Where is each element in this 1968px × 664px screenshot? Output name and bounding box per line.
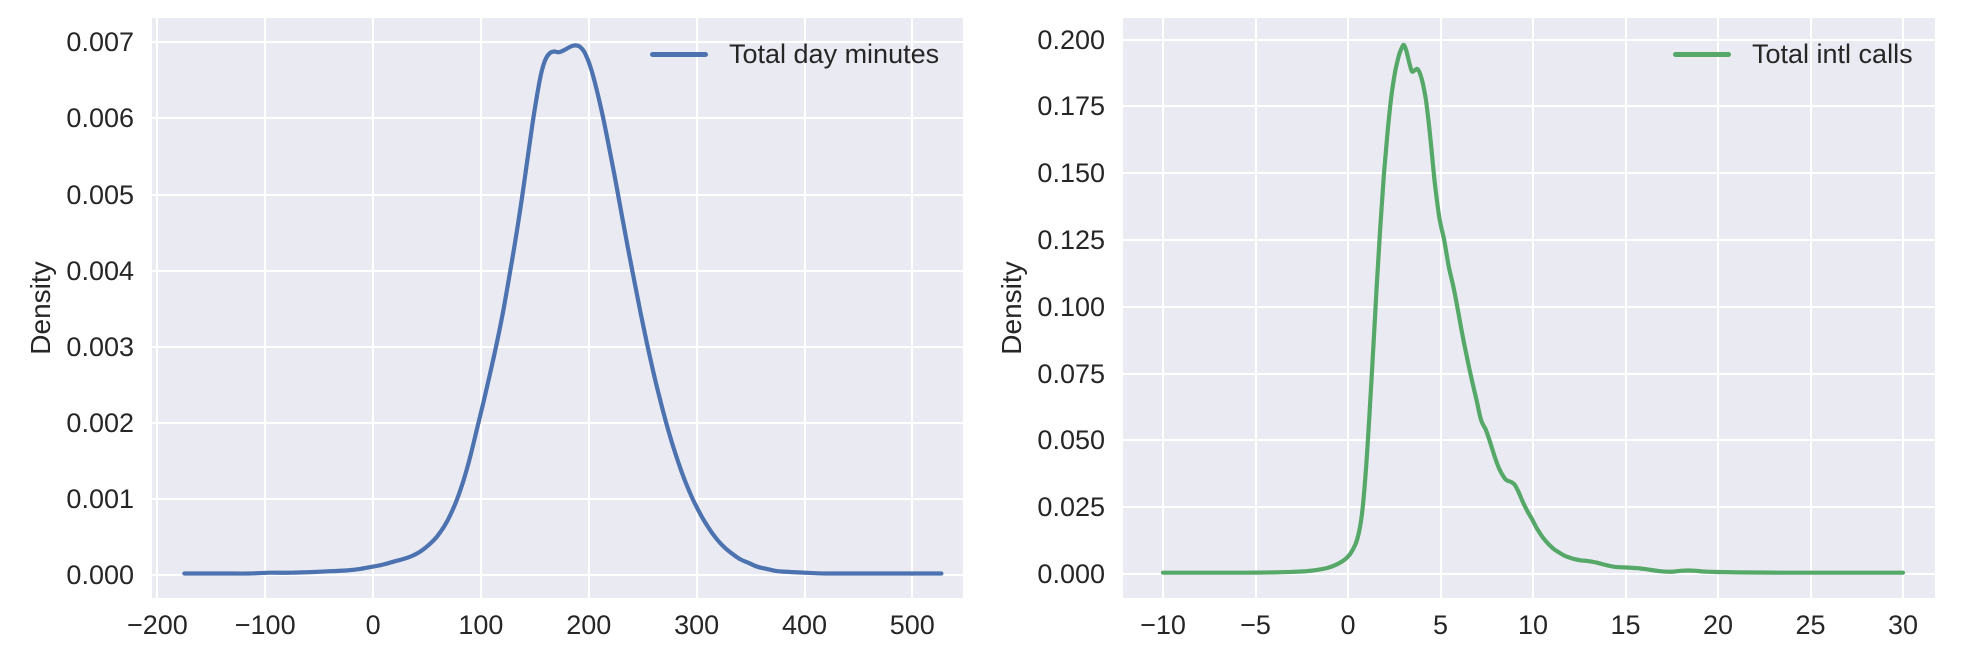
y-tick-label: 0.005	[66, 179, 134, 210]
y-tick-label: 0.050	[1037, 425, 1105, 456]
gridline-vertical	[587, 18, 590, 598]
y-tick-label: 0.003	[66, 331, 134, 362]
x-tick-label: 500	[889, 610, 935, 640]
gridline-horizontal	[152, 269, 963, 272]
y-tick-label: 0.007	[66, 27, 134, 58]
gridline-vertical	[1902, 18, 1904, 598]
gridline-vertical	[1717, 18, 1719, 598]
x-tick-label: 300	[674, 610, 720, 640]
y-tick-label: 0.000	[1037, 559, 1105, 589]
gridline-horizontal	[152, 193, 963, 196]
legend-line-swatch	[650, 51, 708, 57]
gridline-vertical	[1162, 18, 1164, 598]
gridline-horizontal	[152, 41, 963, 44]
x-tick-label: −5	[1240, 610, 1271, 640]
x-tick-label: 25	[1795, 610, 1826, 640]
gridline-horizontal	[152, 497, 963, 500]
gridline-vertical	[1347, 18, 1349, 598]
density-curve-svg	[1160, 42, 1906, 575]
y-tick-label: 0.001	[66, 483, 134, 514]
x-tick-label: 5	[1432, 610, 1449, 640]
gridline-horizontal	[152, 117, 963, 120]
x-tick-label: 400	[781, 610, 828, 640]
x-tick-label: 0	[365, 610, 381, 640]
plot-area-total-intl-calls: Total intl calls −10 −5 0 5 10 15 20 25 30 0.000 0…	[1037, 18, 1935, 639]
gridline-vertical	[264, 18, 267, 598]
gridline-horizontal	[1123, 105, 1935, 108]
y-tick-label: 0.200	[1037, 24, 1105, 55]
gridline-vertical	[479, 18, 482, 598]
y-tick-label: 0.175	[1037, 91, 1105, 122]
x-tick-label: 15	[1610, 610, 1641, 640]
density-curve	[182, 43, 944, 576]
x-tick-label: 20	[1702, 610, 1734, 640]
gridline-horizontal	[1123, 305, 1935, 308]
x-tick-label: 100	[458, 610, 504, 640]
density-curve	[1160, 42, 1906, 575]
y-tick-label: 0.125	[1037, 225, 1105, 255]
y-axis-label: Density	[996, 261, 1027, 355]
gridline-horizontal	[152, 574, 963, 576]
gridline-vertical	[911, 18, 914, 598]
gridline-vertical	[1809, 18, 1812, 598]
density-curve-svg	[182, 43, 944, 576]
gridline-vertical	[1439, 18, 1442, 598]
gridline-horizontal	[152, 421, 963, 424]
legend-line-swatch	[1673, 51, 1731, 57]
y-tick-label: 0.004	[66, 255, 134, 286]
y-tick-label: 0.002	[66, 407, 134, 438]
gridline-horizontal	[1123, 372, 1935, 375]
x-tick-label: 10	[1517, 610, 1549, 640]
x-tick-label: 200	[566, 610, 612, 640]
gridline-vertical	[1624, 18, 1627, 598]
gridline-horizontal	[152, 345, 963, 348]
plot-area-total-day-minutes: Total day minutes −200 −100 0 100 200 300 400 5…	[66, 18, 963, 639]
y-tick-label: 0.006	[66, 103, 134, 134]
gridline-horizontal	[1123, 573, 1935, 575]
legend-label: Total day minutes	[729, 39, 940, 69]
y-tick-label: 0.025	[1037, 492, 1105, 523]
gridline-horizontal	[1123, 239, 1935, 241]
gridline-horizontal	[1123, 439, 1935, 442]
legend-label: Total intl calls	[1752, 39, 1913, 69]
gridline-horizontal	[1123, 506, 1935, 509]
x-tick-label: −10	[1140, 610, 1186, 640]
gridline-vertical	[803, 18, 806, 598]
gridline-vertical	[372, 18, 375, 598]
x-tick-label: 30	[1887, 610, 1919, 640]
legend: Total day minutes	[650, 39, 939, 69]
y-tick-label: 0.000	[66, 560, 134, 590]
y-tick-label: 0.075	[1037, 358, 1105, 389]
y-tick-label: 0.150	[1037, 158, 1105, 189]
legend: Total intl calls	[1673, 39, 1913, 69]
gridline-vertical	[695, 18, 698, 598]
gridline-vertical	[156, 18, 159, 598]
x-tick-label: −100	[234, 610, 296, 640]
x-tick-label: −200	[126, 610, 188, 640]
gridline-horizontal	[1123, 172, 1935, 175]
gridline-horizontal	[1123, 38, 1935, 41]
gridline-vertical	[1254, 18, 1257, 598]
x-tick-label: 0	[1340, 610, 1356, 640]
y-tick-label: 0.100	[1037, 291, 1105, 322]
gridline-vertical	[1532, 18, 1534, 598]
